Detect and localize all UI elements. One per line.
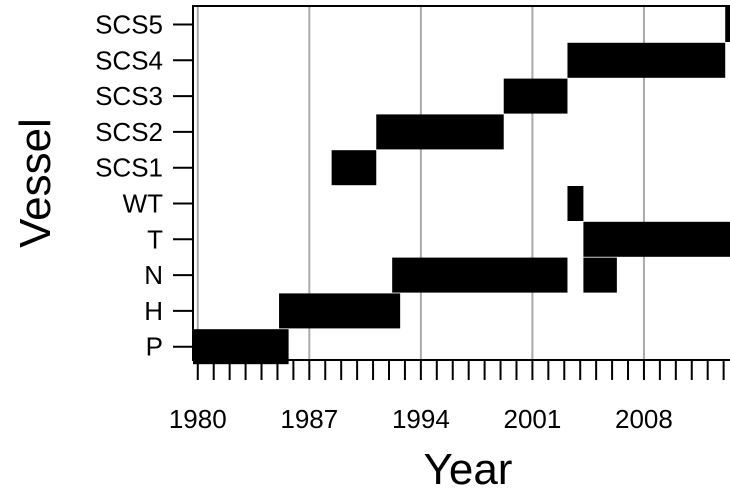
y-tick-label-scs3: SCS3 [95,81,163,111]
y-tick-label-scs5: SCS5 [95,10,163,40]
x-tick-label-1987: 1987 [280,404,338,434]
bar-scs2-0 [376,114,504,150]
x-tick-label-2008: 2008 [615,404,673,434]
x-tick-label-2001: 2001 [503,404,561,434]
plot-frame [192,5,730,361]
bar-scs1-0 [331,150,377,186]
vessel-bars [193,7,730,365]
y-tick-label-scs2: SCS2 [95,117,163,147]
x-tick-label-1980: 1980 [169,404,227,434]
x-axis-title: Year [424,445,513,493]
y-tick-label-t: T [147,224,163,254]
y-tick-label-scs1: SCS1 [95,153,163,183]
y-tick-label-p: P [146,332,163,362]
bar-n-1 [583,257,617,293]
bar-h-0 [279,293,401,329]
y-tick-label-wt: WT [123,189,164,219]
bar-t-0 [583,221,730,257]
y-axis-title: Vessel [11,118,60,248]
y-tick-label-h: H [144,296,163,326]
bar-scs3-0 [503,78,568,114]
bar-wt-0 [567,186,584,221]
y-tick-label-n: N [144,260,163,290]
bar-scs4-0 [567,42,726,78]
x-axis: 1980 1987 1994 2001 2008 [169,360,725,434]
bar-scs5-0 [725,7,730,42]
y-tick-label-scs4: SCS4 [95,45,163,75]
x-tick-label-1994: 1994 [392,404,450,434]
bar-n-0 [392,257,568,293]
bar-p-0 [193,329,289,365]
